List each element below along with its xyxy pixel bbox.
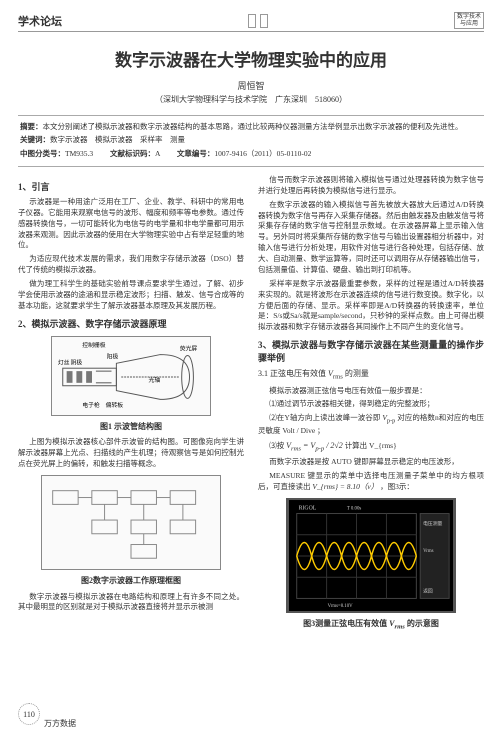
paragraph: 示波器是一种用途广泛用在工厂、企业、教学、科研中的常用电子仪器。它能用来观察电信…	[18, 197, 244, 251]
section-2-title: 2、模拟示波器、数字存储示波器原理	[18, 318, 244, 331]
abstract-block: 摘要：本文分别阐述了模拟示波器和数字示波器结构的基本思路，通过比较两种仪器测量方…	[18, 115, 484, 167]
svg-text:荧光屏: 荧光屏	[180, 344, 198, 352]
svg-text:RIGOL: RIGOL	[299, 505, 317, 511]
paragraph: ⑴通过调节示波器相关键，得到稳定的完整波形；	[258, 399, 484, 410]
paragraph: ⑶按 Vrms = Vp-p / 2√2 计算出 V_{rms}	[258, 440, 484, 454]
svg-text:Vrms=8.10V: Vrms=8.10V	[328, 604, 354, 609]
block-diagram-icon	[42, 476, 220, 569]
author: 周恒智	[18, 79, 484, 92]
formula: Vrms = Vp-p / 2√2	[286, 441, 343, 450]
paragraph: ⑵在Y轴方向上读出波峰一波谷即 Vp-p 对应的格数n和对应的电压灵敏度 Vol…	[258, 413, 484, 436]
paragraph: 而数字示波器是按 AUTO 键即屏幕显示稳定的电压波形，	[258, 457, 484, 468]
header-corner: 数字技术 与应用	[454, 12, 484, 29]
svg-text:控制栅极: 控制栅极	[82, 341, 106, 349]
figure-2	[41, 475, 221, 570]
page-header: 学术论坛 数字技术 与应用	[18, 12, 484, 32]
svg-text:电子枪 偏转板: 电子枪 偏转板	[82, 401, 123, 409]
svg-text:阳极: 阳极	[107, 352, 119, 360]
svg-text:Vrms: Vrms	[423, 549, 434, 554]
figure-1: 控制栅极 灯丝 阴极 阳极 荧光屏 光轴 电子枪 偏转板	[51, 336, 211, 416]
svg-text:T 0.00s: T 0.00s	[347, 506, 361, 511]
section-name: 学术论坛	[18, 13, 62, 29]
affiliation: （深圳大学物理科学与技术学院 广东深圳 518060）	[18, 94, 484, 105]
subsection-3-1: 3.1 正弦电压有效值 Vrms 的测量	[258, 368, 484, 382]
paragraph: 为适应现代技术发展的需求，我们用数字存储示波器（DSO）替代了传统的模拟示波器。	[18, 254, 244, 276]
paragraph: 信号而数字示波器则将输入模拟信号通过处理器转换为数字信号并进行处理后再转换为模拟…	[258, 175, 484, 197]
paragraph: 模拟示波器测正弦信号电压有效值一般步骤是：	[258, 386, 484, 397]
paper-title: 数字示波器在大学物理实验中的应用	[18, 46, 484, 71]
oscilloscope-screen-icon: RIGOL T 0.00s Vrms=8.10V 电压测量 Vrms 返回	[289, 498, 453, 613]
crt-diagram-icon: 控制栅极 灯丝 阴极 阳极 荧光屏 光轴 电子枪 偏转板	[52, 337, 210, 415]
left-column: 1、引言 示波器是一种用途广泛用在工厂、企业、教学、科研中的常用电子仪器。它能用…	[18, 175, 244, 637]
section-3-title: 3、模拟示波器与数字存储示波器在某些测量量的操作步骤举例	[258, 339, 484, 365]
figure-2-caption: 图2数字示波器工作原理框图	[18, 575, 244, 587]
paragraph: 数字示波器与模拟示波器在电路结构和原理上有许多不同之处。其中最明显的区别就是对于…	[18, 592, 244, 614]
paragraph: 采样率是数字示波器最重要参数，采样的过程是通过A/D转换器来实现的。就是将波形在…	[258, 279, 484, 333]
svg-text:光轴: 光轴	[149, 376, 161, 384]
figure-1-caption: 图1 示波管结构图	[18, 421, 244, 433]
svg-text:灯丝: 灯丝	[58, 358, 70, 366]
wanfang-watermark: 万方数据	[44, 718, 76, 729]
page-number: 110	[18, 703, 40, 725]
section-1-title: 1、引言	[18, 181, 244, 194]
figure-3: RIGOL T 0.00s Vrms=8.10V 电压测量 Vrms 返回	[286, 498, 456, 613]
body-columns: 1、引言 示波器是一种用途广泛用在工厂、企业、教学、科研中的常用电子仪器。它能用…	[18, 175, 484, 637]
page: 学术论坛 数字技术 与应用 数字示波器在大学物理实验中的应用 周恒智 （深圳大学…	[0, 0, 502, 733]
svg-text:电压测量: 电压测量	[423, 520, 442, 527]
svg-text:返回: 返回	[423, 587, 433, 594]
header-decoration	[248, 14, 268, 28]
svg-text:阴极: 阴极	[71, 358, 83, 366]
paragraph: 在数字示波器的输入模拟信号首先被放大器放大后通过A/D转换器转换为数字信号再存入…	[258, 200, 484, 276]
paragraph: MEASURE 键显示的菜单中选择电压测量子菜单中的均方根项后，可直接读出 V_…	[258, 471, 484, 493]
paragraph: 做为理工科学生的基础实验前导课点要求学生通过，了解、初步学会使用示波器的途涵和显…	[18, 279, 244, 312]
right-column: 信号而数字示波器则将输入模拟信号通过处理器转换为数字信号并进行处理后再转换为模拟…	[258, 175, 484, 637]
paragraph: 上图为模拟示波器核心部件示波管的结构图。可图像宛向学生讲解示波器屏幕上光点、扫描…	[18, 437, 244, 470]
figure-3-caption: 图3测量正弦电压有效值 Vrms 的示意图	[258, 618, 484, 632]
